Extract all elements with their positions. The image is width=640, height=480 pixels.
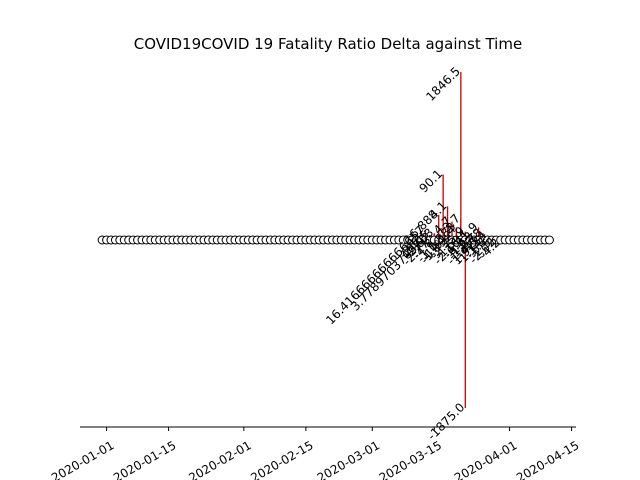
chart-title: COVID19COVID 19 Fatality Ratio Delta aga…	[134, 35, 522, 53]
baseline-marker-101	[544, 235, 554, 245]
markers-layer	[97, 235, 554, 245]
